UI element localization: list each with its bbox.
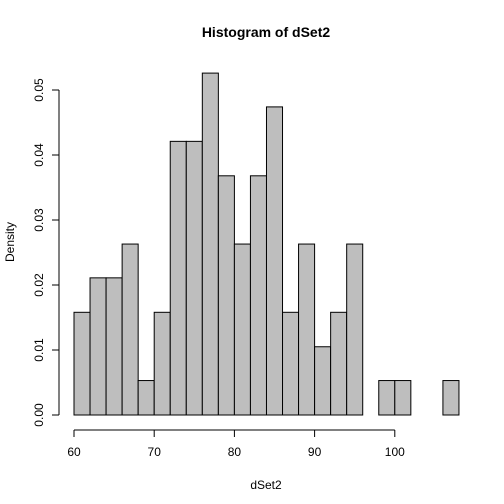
x-tick-label-80: 80 [228, 445, 242, 459]
histogram-bar-88-90 [298, 243, 316, 416]
x-axis-label: dSet2 [250, 478, 282, 492]
histogram-bar-78-80 [217, 175, 235, 416]
y-tick-label-2: 0.02 [32, 273, 46, 297]
histogram-bar-98-100 [378, 380, 396, 416]
y-axis-label: Density [3, 222, 17, 262]
x-axis: 60 70 80 90 100 [67, 429, 405, 459]
y-tick-label-3: 0.03 [32, 208, 46, 232]
histogram-bar-60-62 [73, 311, 91, 416]
histogram-bar-86-88 [282, 311, 300, 416]
histogram-bar-100-102 [394, 380, 412, 416]
y-tick-label-1: 0.01 [32, 338, 46, 362]
histogram-bar-68-70 [137, 380, 155, 416]
histogram-bar-80-82 [233, 243, 251, 416]
histogram-bar-72-74 [169, 140, 187, 416]
histogram-bar-90-92 [314, 346, 332, 416]
histogram-bar-94-96 [346, 243, 364, 416]
bars-group [73, 72, 460, 416]
histogram-bar-92-94 [330, 311, 348, 416]
y-tick-label-0: 0.00 [32, 403, 46, 427]
x-tick-label-60: 60 [67, 445, 81, 459]
histogram-bar-64-66 [105, 277, 123, 416]
y-tick-label-5: 0.05 [32, 78, 46, 102]
y-axis: 0.00 0.01 0.02 0.03 0.04 0.05 [32, 78, 60, 427]
histogram-bar-106-108 [442, 380, 460, 416]
y-tick-label-4: 0.04 [32, 143, 46, 167]
histogram-bar-70-72 [153, 311, 171, 416]
histogram-bar-76-78 [201, 72, 219, 416]
histogram-bar-74-76 [185, 140, 203, 416]
chart-title: Histogram of dSet2 [202, 24, 331, 40]
x-tick-label-70: 70 [148, 445, 162, 459]
x-tick-label-90: 90 [308, 445, 322, 459]
histogram-bar-66-68 [121, 243, 139, 416]
histogram-bar-84-86 [265, 106, 284, 416]
histogram-bar-82-84 [249, 175, 267, 416]
x-tick-label-100: 100 [385, 445, 405, 459]
histogram-bar-62-64 [89, 277, 107, 416]
